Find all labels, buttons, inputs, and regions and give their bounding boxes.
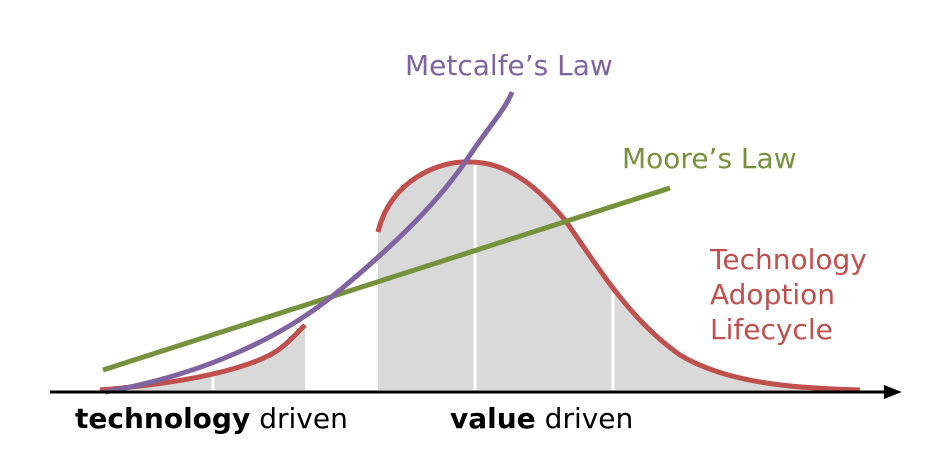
label-bold: technology [75,402,250,435]
label-rest: driven [259,402,348,435]
label-rest: driven [545,402,634,435]
metcalfe-curve [104,91,515,395]
adoption-area [378,161,860,390]
adoption-area [100,325,305,390]
metcalfe-label: Metcalfe’s Law [405,49,613,82]
axis-label-left: technology driven [75,402,348,435]
axis-arrow [884,385,902,399]
adoption-curve [375,159,861,393]
adoption-label: Technology [709,243,867,276]
moore-line [102,185,671,373]
moore-label: Moore’s Law [622,142,797,175]
axis-label-right: value driven [450,402,633,435]
adoption-label: Lifecycle [710,313,833,346]
label-bold: value [450,402,536,435]
adoption-label: Adoption [710,278,835,311]
